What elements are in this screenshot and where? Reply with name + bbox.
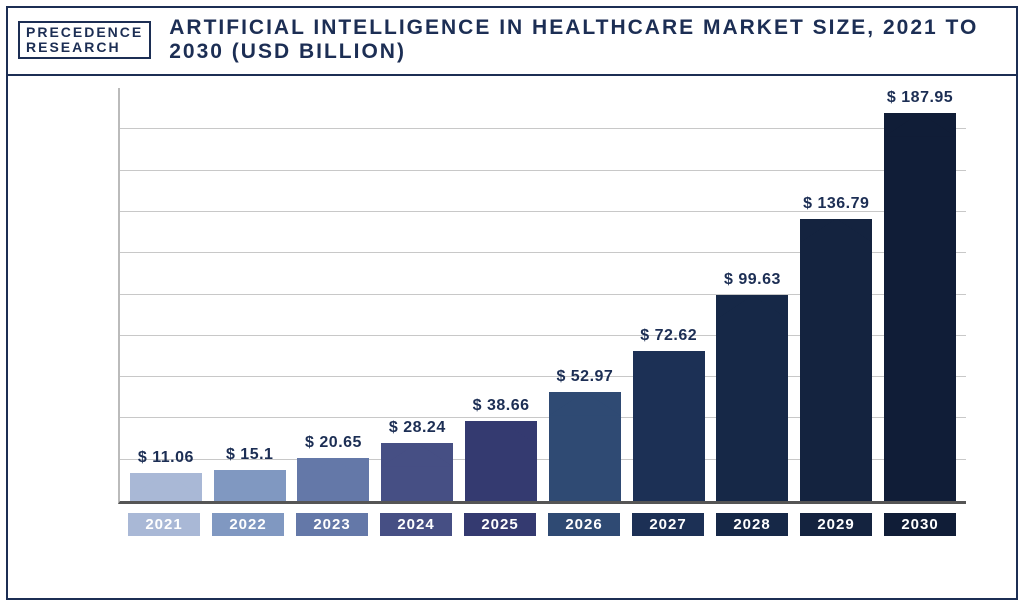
- bar: [884, 113, 956, 501]
- bar-body: [716, 319, 788, 501]
- x-axis-label: 2025: [458, 510, 542, 538]
- bar-body: [214, 494, 286, 501]
- bar: [297, 458, 369, 501]
- x-axis: 2021 2022 2023 2024 2025 2026 2027 2028 2029 2030: [118, 510, 966, 538]
- x-axis-label-text: 2024: [380, 513, 452, 536]
- x-axis-label-text: 2027: [632, 513, 704, 536]
- bar-column: $ 38.66: [459, 88, 543, 501]
- bar-column: $ 11.06: [124, 88, 208, 501]
- x-axis-label: 2030: [878, 510, 962, 538]
- bar: [633, 351, 705, 501]
- bar-column: $ 28.24: [375, 88, 459, 501]
- bar-value-label: $ 15.1: [226, 446, 273, 464]
- bar: [716, 295, 788, 501]
- bar-peak: [381, 443, 453, 467]
- bar: [130, 473, 202, 501]
- x-axis-label: 2026: [542, 510, 626, 538]
- bar-peak: [297, 458, 369, 482]
- bar-column: $ 15.1: [208, 88, 292, 501]
- x-axis-label-text: 2029: [800, 513, 872, 536]
- bar-column: $ 20.65: [292, 88, 376, 501]
- bar-column: $ 99.63: [711, 88, 795, 501]
- bar-value-label: $ 38.66: [473, 397, 530, 415]
- bar: [214, 470, 286, 501]
- bar-body: [800, 243, 872, 501]
- bar-value-label: $ 99.63: [724, 271, 781, 289]
- x-axis-label: 2022: [206, 510, 290, 538]
- x-axis-label: 2029: [794, 510, 878, 538]
- bar-peak: [465, 421, 537, 445]
- bar-body: [465, 445, 537, 501]
- bar-peak: [214, 470, 286, 494]
- x-axis-label-text: 2022: [212, 513, 284, 536]
- x-axis-label-text: 2028: [716, 513, 788, 536]
- bar-body: [381, 467, 453, 501]
- bar-value-label: $ 11.06: [138, 449, 194, 467]
- bar-value-label: $ 72.62: [640, 327, 697, 345]
- bar-peak: [716, 295, 788, 319]
- x-axis-label: 2023: [290, 510, 374, 538]
- bar-value-label: $ 52.97: [556, 368, 613, 386]
- x-axis-label: 2021: [122, 510, 206, 538]
- bar-column: $ 52.97: [543, 88, 627, 501]
- bar-column: $ 72.62: [627, 88, 711, 501]
- plot-area: $ 11.06 $ 15.1 $ 20.65 $ 28.24 $ 38.66 $ 52.9…: [118, 88, 966, 504]
- brand-logo: PRECEDENCE RESEARCH: [18, 21, 151, 58]
- bar-body: [884, 137, 956, 501]
- bar-column: $ 187.95: [878, 88, 962, 501]
- bars-container: $ 11.06 $ 15.1 $ 20.65 $ 28.24 $ 38.66 $ 52.9…: [120, 88, 966, 501]
- bar-body: [633, 375, 705, 501]
- bar: [549, 392, 621, 501]
- x-axis-label-text: 2025: [464, 513, 536, 536]
- bar-value-label: $ 136.79: [803, 195, 869, 213]
- bar-body: [549, 416, 621, 501]
- x-axis-label: 2027: [626, 510, 710, 538]
- x-axis-label-text: 2026: [548, 513, 620, 536]
- chart-frame: PRECEDENCE RESEARCH ARTIFICIAL INTELLIGE…: [6, 6, 1018, 600]
- x-axis-label-text: 2023: [296, 513, 368, 536]
- bar-peak: [884, 113, 956, 137]
- bar: [465, 421, 537, 501]
- bar-value-label: $ 187.95: [887, 89, 953, 107]
- bar-peak: [549, 392, 621, 416]
- bar-column: $ 136.79: [794, 88, 878, 501]
- bar-peak: [800, 219, 872, 243]
- bar-body: [297, 482, 369, 501]
- x-axis-label-text: 2021: [128, 513, 200, 536]
- logo-line-1: PRECEDENCE: [26, 25, 143, 40]
- x-axis-label-text: 2030: [884, 513, 956, 536]
- bar-body: [130, 497, 202, 501]
- chart-area: $ 11.06 $ 15.1 $ 20.65 $ 28.24 $ 38.66 $ 52.9…: [118, 88, 966, 538]
- bar-peak: [130, 473, 202, 497]
- bar-value-label: $ 28.24: [389, 419, 446, 437]
- logo-line-2: RESEARCH: [26, 40, 143, 55]
- header-bar: PRECEDENCE RESEARCH ARTIFICIAL INTELLIGE…: [8, 8, 1016, 76]
- bar: [381, 443, 453, 501]
- bar-peak: [633, 351, 705, 375]
- bar: [800, 219, 872, 501]
- x-axis-label: 2024: [374, 510, 458, 538]
- bar-value-label: $ 20.65: [305, 434, 362, 452]
- x-axis-label: 2028: [710, 510, 794, 538]
- chart-title: ARTIFICIAL INTELLIGENCE IN HEALTHCARE MA…: [169, 16, 1006, 64]
